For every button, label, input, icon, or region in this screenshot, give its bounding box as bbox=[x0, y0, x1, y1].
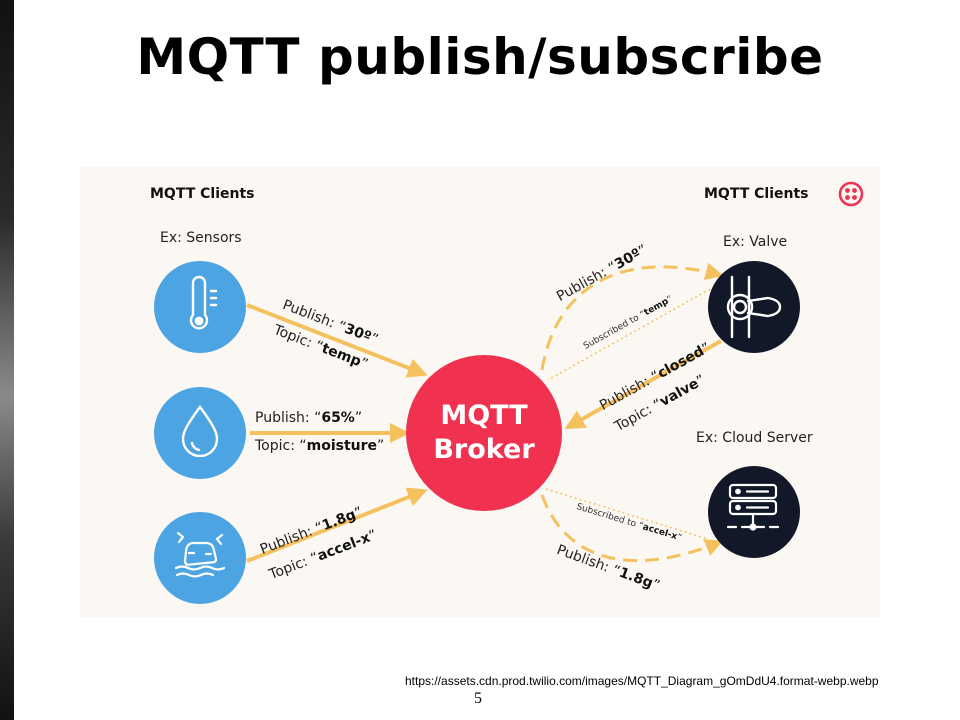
sensors-label: Ex: Sensors bbox=[160, 230, 242, 246]
sub-line-server bbox=[545, 488, 709, 540]
arrow-temp-to-broker bbox=[246, 303, 428, 378]
broker-circle bbox=[406, 355, 562, 511]
right-clients-header: MQTT Clients bbox=[704, 186, 809, 202]
server-icon bbox=[726, 483, 780, 531]
valve-label: Ex: Valve bbox=[723, 234, 788, 250]
diagram-graphics bbox=[154, 181, 864, 604]
moisture-topic-label: Topic: “moisture” bbox=[255, 438, 385, 454]
broker-label-line2: Broker bbox=[433, 434, 535, 465]
arrow-valve-to-broker bbox=[564, 339, 722, 429]
mqtt-diagram: MQTT Clients MQTT Clients Ex: Sensors Ex… bbox=[80, 167, 880, 617]
cloud-server-label: Ex: Cloud Server bbox=[696, 430, 813, 446]
arc-broker-to-server bbox=[540, 494, 724, 563]
server-circle bbox=[708, 466, 800, 558]
sensor-circle-thermometer bbox=[154, 261, 246, 353]
left-clients-header: MQTT Clients bbox=[150, 186, 255, 202]
sub-line-valve bbox=[547, 288, 711, 381]
car-skid-icon bbox=[174, 531, 226, 578]
source-url: https://assets.cdn.prod.twilio.com/image… bbox=[405, 674, 879, 688]
valve-icon bbox=[726, 275, 782, 339]
page-number: 5 bbox=[474, 690, 482, 707]
twilio-logo-icon bbox=[838, 181, 864, 207]
sensor-circle-car bbox=[154, 512, 246, 604]
valve-circle bbox=[708, 261, 800, 353]
broker-label: MQTT Broker bbox=[406, 399, 562, 467]
broker-label-line1: MQTT bbox=[440, 400, 528, 431]
thermometer-icon bbox=[189, 275, 218, 330]
moisture-publish-label: Publish: “65%” bbox=[255, 410, 363, 426]
arrow-accel-to-broker bbox=[246, 487, 428, 563]
arc-broker-to-valve bbox=[540, 262, 724, 371]
water-drop-icon bbox=[181, 404, 219, 458]
slide-title: MQTT publish/subscribe bbox=[136, 28, 824, 86]
slide-left-edge bbox=[0, 0, 14, 720]
sensor-circle-drop bbox=[154, 387, 246, 479]
